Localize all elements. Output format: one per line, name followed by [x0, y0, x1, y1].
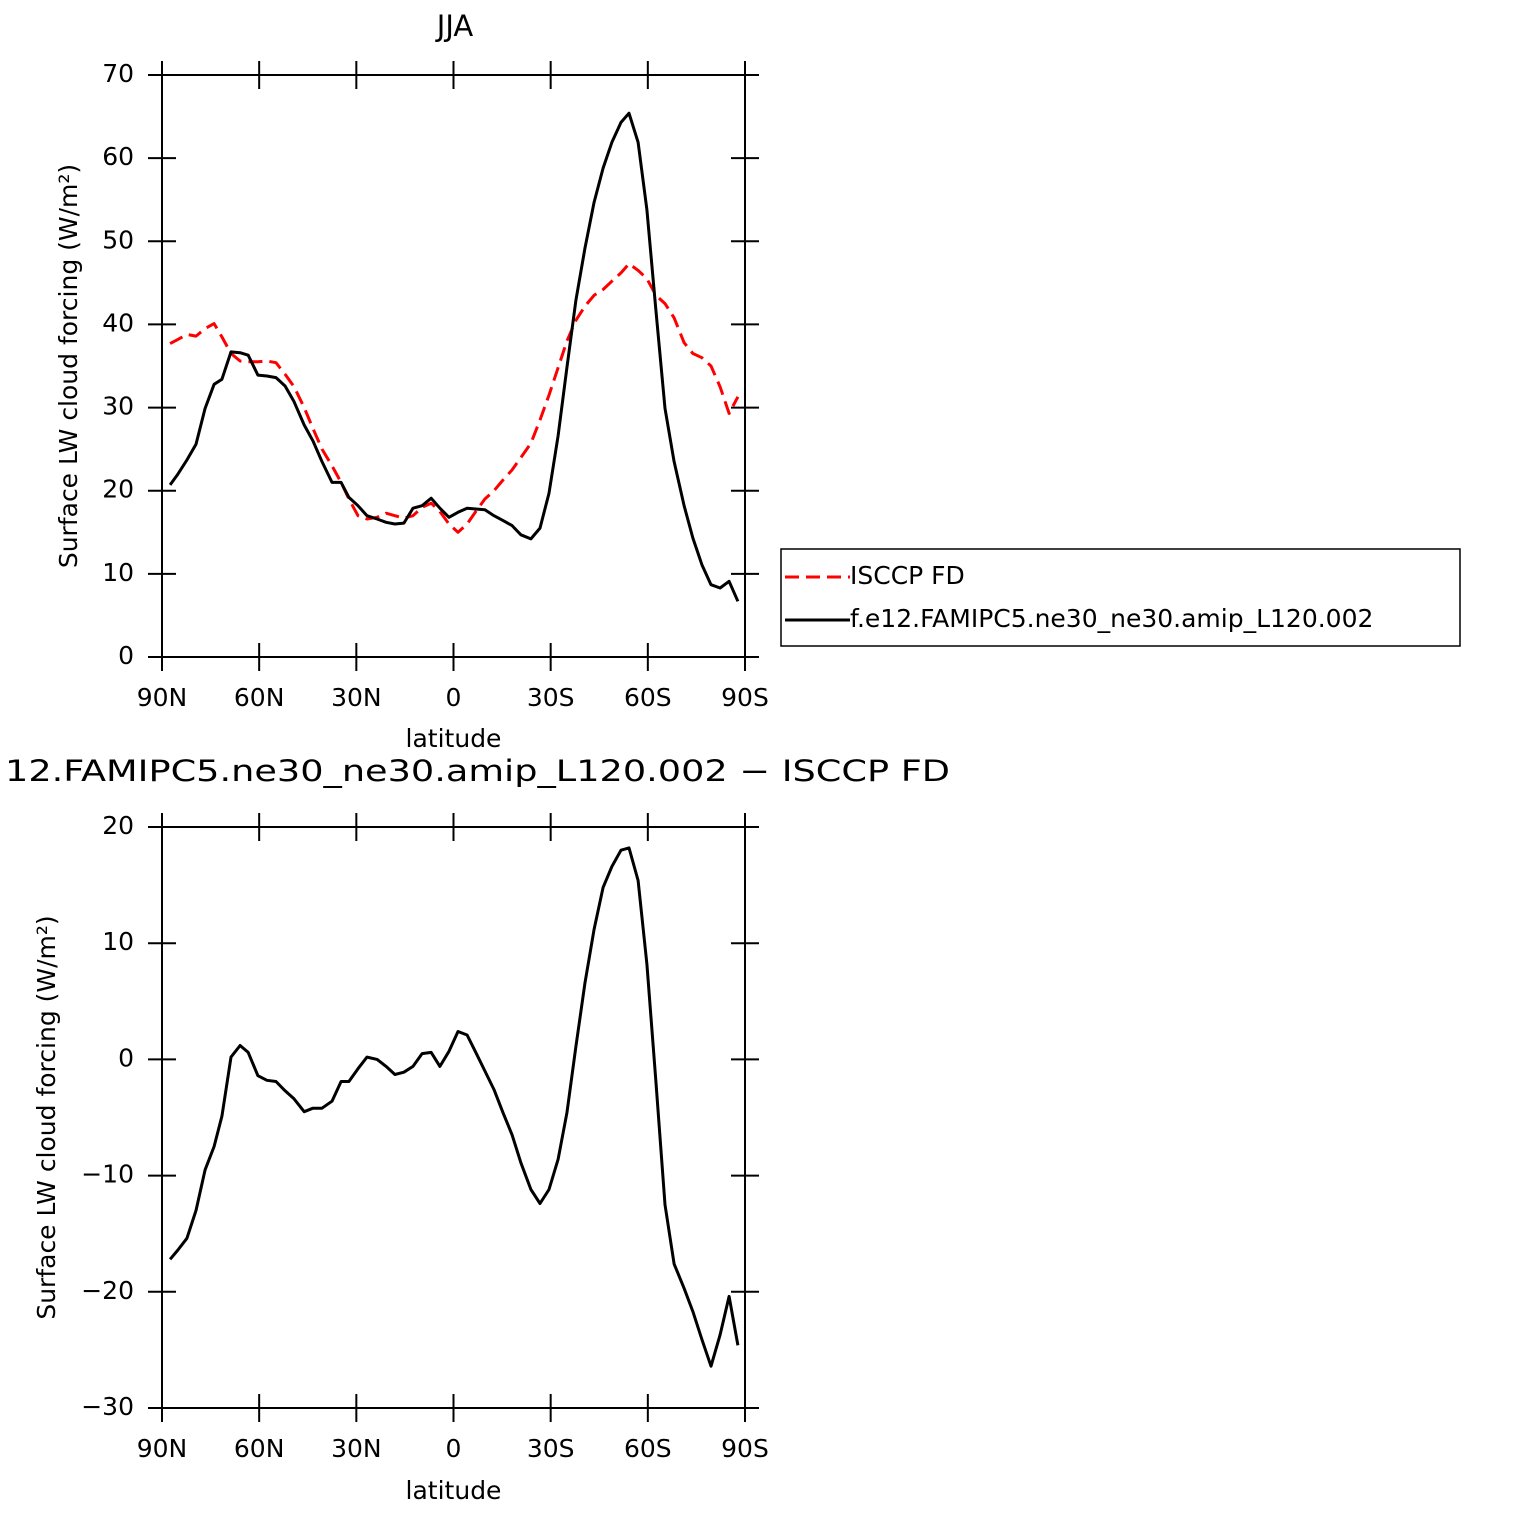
y-axis-label: Surface LW cloud forcing (W/m²) [32, 915, 61, 1319]
y-tick-label: 10 [102, 558, 134, 587]
legend-label: f.e12.FAMIPC5.ne30_ne30.amip_L120.002 [850, 604, 1373, 633]
x-tick-label: 30S [527, 683, 575, 712]
x-axis-label: latitude [406, 724, 502, 753]
y-tick-label: −20 [81, 1276, 134, 1305]
y-tick-label: 0 [118, 641, 134, 670]
y-tick-label: 40 [102, 308, 134, 337]
x-tick-label: 90N [137, 1434, 188, 1463]
y-tick-label: 20 [102, 811, 134, 840]
y-tick-label: 30 [102, 392, 134, 421]
data-line [169, 262, 740, 534]
y-tick-label: 50 [102, 225, 134, 254]
x-tick-label: 60N [234, 683, 285, 712]
x-tick-label: 90N [137, 683, 188, 712]
y-tick-label: 70 [102, 59, 134, 88]
chart-title: JJA [435, 9, 474, 43]
x-tick-label: 30S [527, 1434, 575, 1463]
x-tick-label: 60N [234, 1434, 285, 1463]
y-tick-label: 10 [102, 927, 134, 956]
x-tick-label: 30N [331, 683, 382, 712]
x-tick-label: 0 [446, 683, 462, 712]
chart-title: 12.FAMIPC5.ne30_ne30.amip_L120.002 − ISC… [5, 754, 950, 788]
data-line [168, 111, 740, 602]
y-tick-label: −10 [81, 1160, 134, 1189]
y-tick-label: −30 [81, 1392, 134, 1421]
x-tick-label: 60S [624, 683, 672, 712]
x-tick-label: 60S [624, 1434, 672, 1463]
legend-box [780, 548, 1461, 647]
x-tick-label: 0 [446, 1434, 462, 1463]
data-line [168, 846, 740, 1368]
y-tick-label: 60 [102, 142, 134, 171]
legend-label: ISCCP FD [850, 561, 965, 590]
y-tick-label: 0 [118, 1043, 134, 1072]
y-tick-label: 20 [102, 475, 134, 504]
x-axis-label: latitude [406, 1476, 502, 1505]
plot-frame [161, 74, 746, 658]
x-tick-label: 90S [721, 1434, 769, 1463]
x-tick-label: 30N [331, 1434, 382, 1463]
y-axis-label: Surface LW cloud forcing (W/m²) [54, 164, 83, 568]
x-tick-label: 90S [721, 683, 769, 712]
